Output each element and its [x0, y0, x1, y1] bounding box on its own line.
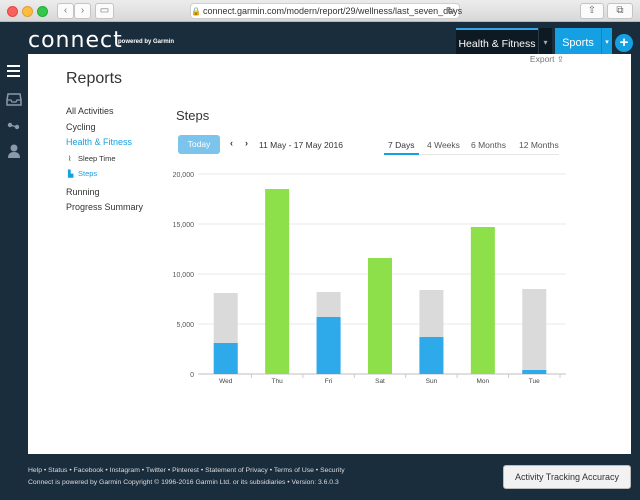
- sleep-chart-icon: ⌇: [68, 156, 72, 163]
- nav-progress-summary[interactable]: Progress Summary: [66, 202, 144, 212]
- x-tick-label: Sun: [426, 378, 438, 385]
- nav-sleep-time-label: Sleep Time: [78, 154, 116, 163]
- footer-copyright: Connect is powered by Garmin Copyright ©…: [28, 479, 339, 486]
- export-label: Export: [529, 54, 555, 64]
- profile-icon[interactable]: [0, 140, 28, 162]
- active-range-indicator: [384, 153, 419, 155]
- nav-all-activities[interactable]: All Activities: [66, 106, 114, 116]
- footer-link[interactable]: Security: [320, 467, 345, 474]
- y-tick-label: 0: [190, 372, 194, 379]
- connections-icon[interactable]: [0, 114, 28, 136]
- lock-icon: 🔒: [191, 7, 201, 16]
- nav-steps[interactable]: ▙ Steps: [68, 169, 97, 178]
- footer-separator: •: [198, 467, 206, 474]
- browser-chrome: ‹ › ▭ 🔒 connect.garmin.com/modern/report/…: [0, 0, 640, 22]
- x-tick-label: Sat: [375, 378, 385, 385]
- range-tab-12-months[interactable]: 12 Months: [519, 140, 559, 150]
- x-tick-label: Thu: [272, 378, 284, 385]
- footer-separator: •: [67, 467, 74, 474]
- footer-separator: •: [313, 467, 321, 474]
- nav-health-fitness[interactable]: Health & Fitness: [66, 137, 133, 147]
- app-header: connect powered by Garmin Health & Fitne…: [0, 22, 640, 60]
- x-tick-label: Tue: [529, 378, 540, 385]
- footer-separator: •: [41, 467, 49, 474]
- footer-link[interactable]: Help: [28, 467, 42, 474]
- url-text: connect.garmin.com/modern/report/29/well…: [202, 6, 463, 16]
- footer-separator: •: [267, 467, 274, 474]
- next-period-icon[interactable]: ›: [245, 138, 248, 148]
- footer-link[interactable]: Statement of Privacy: [205, 467, 268, 474]
- share-button[interactable]: ⇧: [580, 3, 604, 19]
- forward-button[interactable]: ›: [74, 3, 91, 19]
- footer-separator: •: [165, 467, 173, 474]
- add-button[interactable]: +: [615, 34, 633, 52]
- inbox-icon[interactable]: [0, 88, 28, 110]
- sports-dropdown-icon[interactable]: ▾: [601, 28, 612, 60]
- range-tab-6-months[interactable]: 6 Months: [471, 140, 506, 150]
- nav-sleep-time[interactable]: ⌇ Sleep Time: [68, 154, 116, 163]
- y-tick-label: 10,000: [173, 272, 195, 279]
- back-button[interactable]: ‹: [57, 3, 74, 19]
- range-tabs-rule: [384, 154, 559, 155]
- footer-link[interactable]: Terms of Use: [273, 467, 314, 474]
- menu-icon[interactable]: [0, 60, 28, 82]
- x-tick-label: Fri: [325, 378, 333, 385]
- left-rail: [0, 60, 28, 460]
- steps-chart-icon: ▙: [68, 171, 74, 178]
- steps-bar-goal-met: [368, 258, 392, 374]
- footer-link[interactable]: Instagram: [109, 467, 140, 474]
- tabs-button[interactable]: ⧉: [607, 3, 633, 19]
- goal-bar: [522, 289, 547, 374]
- footer-link[interactable]: Twitter: [145, 467, 166, 474]
- sidebar-toggle-button[interactable]: ▭: [95, 3, 114, 19]
- export-icon: ⇪: [556, 54, 564, 64]
- steps-bar-goal-met: [470, 227, 495, 374]
- health-fitness-dropdown-icon[interactable]: ▾: [538, 28, 552, 60]
- range-tab-7-days[interactable]: 7 Days: [388, 140, 415, 150]
- export-button[interactable]: Export ⇪: [530, 54, 564, 65]
- report-title: Steps: [176, 108, 210, 123]
- today-button[interactable]: Today: [178, 135, 220, 154]
- x-tick-label: Wed: [219, 378, 233, 385]
- footer-links: Help • Status • Facebook • Instagram • T…: [28, 467, 345, 474]
- steps-bar: [522, 370, 547, 374]
- zoom-window-button[interactable]: [37, 6, 48, 17]
- connect-logo[interactable]: connect: [28, 28, 123, 53]
- nav-cycling[interactable]: Cycling: [66, 122, 96, 132]
- logo-tagline: powered by Garmin: [118, 39, 175, 45]
- footer-link[interactable]: Status: [48, 467, 68, 474]
- y-tick-label: 20,000: [173, 172, 195, 179]
- reload-icon[interactable]: ↻: [446, 6, 455, 17]
- minimize-window-button[interactable]: [22, 6, 33, 17]
- previous-period-icon[interactable]: ‹: [230, 138, 233, 148]
- steps-bar: [213, 343, 238, 374]
- footer-separator: •: [103, 467, 110, 474]
- nav-steps-label: Steps: [78, 169, 98, 178]
- steps-chart: 0 5,000 10,000 15,000 20,000 Wed Thu Fri Sat Sun M…: [173, 172, 566, 385]
- steps-bar: [316, 317, 341, 374]
- footer-link[interactable]: Facebook: [73, 467, 104, 474]
- nav-running[interactable]: Running: [66, 187, 100, 197]
- footer-separator: •: [139, 467, 146, 474]
- close-window-button[interactable]: [7, 6, 18, 17]
- range-tab-4-weeks[interactable]: 4 Weeks: [427, 140, 460, 150]
- date-range: 11 May - 17 May 2016: [259, 140, 343, 150]
- footer-link[interactable]: Pinterest: [172, 467, 199, 474]
- y-tick-label: 5,000: [176, 322, 194, 329]
- main-panel: Export ⇪ Reports All Activities Cycling …: [28, 54, 631, 454]
- activity-tracking-accuracy-button[interactable]: Activity Tracking Accuracy: [503, 465, 631, 489]
- steps-bar: [419, 337, 444, 374]
- x-tick-label: Mon: [477, 378, 490, 385]
- y-tick-label: 15,000: [173, 222, 195, 229]
- address-bar[interactable]: 🔒 connect.garmin.com/modern/report/29/wel…: [190, 3, 463, 19]
- steps-bar-goal-met: [265, 189, 290, 374]
- page-title: Reports: [66, 70, 123, 87]
